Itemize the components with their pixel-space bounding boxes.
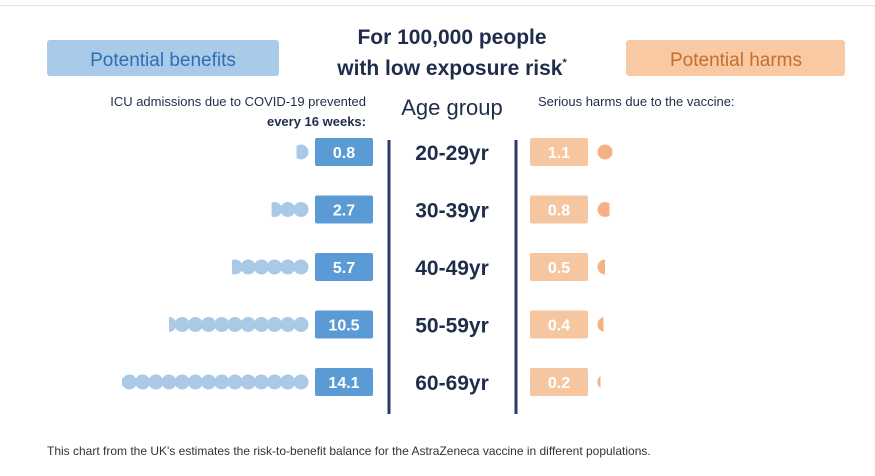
harms-subtitle: Serious harms due to the vaccine: <box>538 94 735 109</box>
harm-dot-partial <box>597 317 604 332</box>
benefit-dot-partial <box>271 202 283 217</box>
benefit-dot <box>240 374 256 390</box>
row-30-39yr: 30-39yr 2.7 0.8 <box>271 195 610 224</box>
benefit-dot <box>201 374 217 390</box>
benefit-dot <box>280 374 296 390</box>
benefit-dot <box>293 202 309 217</box>
benefit-dot <box>240 317 256 332</box>
harm-value-box <box>530 253 588 281</box>
benefit-dot <box>253 259 269 275</box>
benefit-value-box <box>315 138 373 166</box>
benefit-dot <box>280 259 296 275</box>
caption-text: This chart from the UK's estimates the r… <box>47 444 651 458</box>
top-rule <box>0 5 875 6</box>
harm-value-box <box>530 138 588 166</box>
harms-header-label: Potential harms <box>670 50 802 71</box>
benefit-dot <box>293 317 309 332</box>
benefit-dot <box>293 259 309 275</box>
benefit-dot <box>135 374 151 390</box>
harm-value-label: 0.4 <box>548 318 570 335</box>
benefit-dot <box>280 317 296 332</box>
benefit-dot <box>201 317 217 332</box>
chart-title-line1: For 100,000 people <box>357 26 546 49</box>
benefit-value-label: 5.7 <box>333 260 355 277</box>
harm-value-label: 0.5 <box>548 260 570 277</box>
benefit-dot <box>240 259 256 275</box>
age-label: 20-29yr <box>415 142 489 165</box>
benefits-header-label: Potential benefits <box>90 50 236 71</box>
benefit-value-label: 14.1 <box>328 375 359 392</box>
age-label: 40-49yr <box>415 257 489 280</box>
benefit-dot <box>187 374 203 390</box>
harm-dot-partial <box>597 202 610 217</box>
benefits-header-box <box>47 40 279 76</box>
benefit-dot <box>214 374 230 390</box>
harm-value-label: 0.8 <box>548 203 570 220</box>
age-label: 50-59yr <box>415 315 489 338</box>
benefit-value-box <box>315 253 373 281</box>
benefit-value-box <box>315 368 373 396</box>
benefit-dot <box>161 374 177 390</box>
benefit-value-box <box>315 310 373 339</box>
benefit-dot <box>267 374 283 390</box>
chart-title-asterisk: * <box>562 57 567 69</box>
harm-dot <box>597 144 613 160</box>
benefits-subtitle-line1: ICU admissions due to COVID-19 prevented <box>110 94 366 109</box>
benefit-dot <box>174 374 190 390</box>
benefit-value-label: 10.5 <box>328 318 359 335</box>
row-40-49yr: 40-49yr 5.7 0.5 <box>232 253 605 281</box>
benefit-dot <box>280 202 296 217</box>
benefit-dot <box>253 317 269 332</box>
row-60-69yr: 60-69yr 14.1 0.2 <box>121 368 601 396</box>
infographic: Potential benefits For 100,000 people wi… <box>47 26 845 414</box>
harm-value-box <box>530 195 588 224</box>
benefit-value-label: 2.7 <box>333 203 355 220</box>
benefit-dot <box>267 259 283 275</box>
row-50-59yr: 50-59yr 10.5 0.4 <box>169 310 604 339</box>
figure-caption: This chart from the UK's estimates the r… <box>47 444 651 458</box>
harm-value-box <box>530 310 588 339</box>
benefit-value-box <box>315 195 373 224</box>
benefit-dot <box>227 317 243 332</box>
age-label: 30-39yr <box>415 200 489 223</box>
benefit-value-label: 0.8 <box>333 145 355 162</box>
harm-value-label: 0.2 <box>548 375 570 392</box>
row-20-29yr: 20-29yr 0.8 1.1 <box>296 138 613 166</box>
benefit-dot <box>121 374 137 390</box>
benefit-dot-partial <box>122 377 124 387</box>
benefit-dot <box>293 374 309 390</box>
age-label: 60-69yr <box>415 372 489 395</box>
harm-value-label: 1.1 <box>548 145 570 162</box>
benefit-dot <box>174 317 190 332</box>
benefit-dot <box>214 317 230 332</box>
harm-dot-partial <box>597 259 605 275</box>
harm-dot-partial <box>597 376 601 388</box>
benefit-dot <box>148 374 164 390</box>
benefit-dot-partial <box>169 317 177 332</box>
benefits-subtitle-line2: every 16 weeks: <box>267 114 366 129</box>
benefit-dot <box>187 317 203 332</box>
benefit-dot <box>267 317 283 332</box>
chart-title-line2-text: with low exposure risk <box>336 57 563 80</box>
benefit-dot <box>227 374 243 390</box>
chart-canvas: Potential benefits For 100,000 people wi… <box>47 26 845 414</box>
harms-header-box <box>626 40 845 76</box>
harm-value-box <box>530 368 588 396</box>
benefit-dot-partial <box>232 259 243 275</box>
data-rows: 20-29yr 0.8 1.1 30-39yr 2.7 0.8 40-49yr 5.7 0.5 5… <box>121 138 613 396</box>
age-group-header: Age group <box>401 95 503 120</box>
benefit-dot-partial <box>296 144 309 160</box>
harm-dot-partial <box>610 147 613 157</box>
benefit-dot <box>253 374 269 390</box>
chart-title-line2: with low exposure risk* <box>336 57 567 80</box>
